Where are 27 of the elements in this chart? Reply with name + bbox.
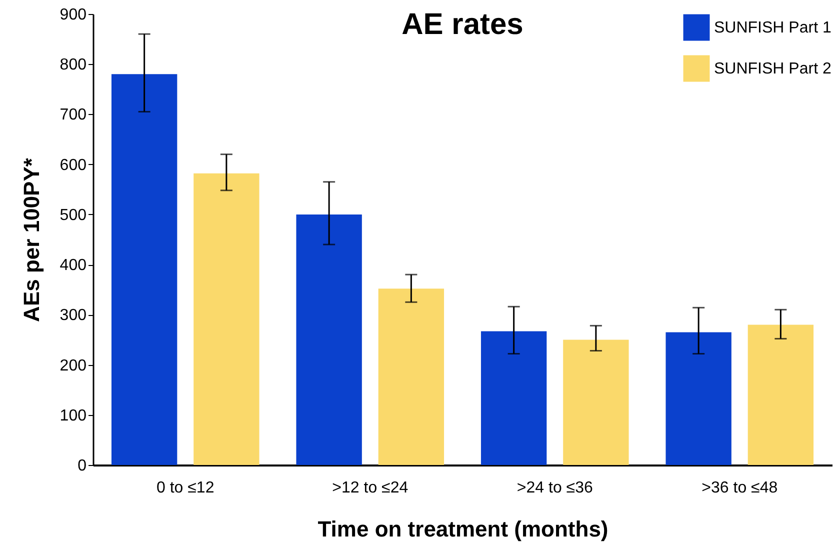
y-tick-label: 400 xyxy=(60,257,87,274)
bar xyxy=(378,288,444,465)
y-tick-label: 0 xyxy=(78,458,87,474)
y-tick-label: 700 xyxy=(60,106,87,124)
bar xyxy=(194,173,260,465)
chart-title: AE rates xyxy=(402,8,524,41)
bar xyxy=(111,74,178,465)
bar xyxy=(480,331,547,465)
y-tick-label: 600 xyxy=(60,156,87,174)
y-tick-label: 300 xyxy=(60,307,87,324)
y-tick-label: 100 xyxy=(60,407,87,424)
x-tick-label: 0 to ≤12 xyxy=(156,480,214,496)
bar xyxy=(563,340,629,465)
bar xyxy=(296,214,362,465)
y-axis-title: AEs per 100PY* xyxy=(18,158,44,322)
y-tick-label: 800 xyxy=(60,56,87,74)
legend-label: SUNFISH Part 2 xyxy=(714,60,832,78)
y-tick-label: 500 xyxy=(60,206,87,224)
x-tick-label: >12 to ≤24 xyxy=(332,480,408,496)
x-tick-label: >36 to ≤48 xyxy=(702,480,778,496)
legend-label: SUNFISH Part 1 xyxy=(714,20,832,36)
bar xyxy=(666,332,732,465)
y-tick-label: 200 xyxy=(60,357,87,374)
x-tick-label: >24 to ≤36 xyxy=(516,480,593,496)
y-tick-label: 900 xyxy=(60,6,87,24)
bar xyxy=(748,324,814,465)
x-axis-title: Time on treatment (months) xyxy=(318,516,608,542)
